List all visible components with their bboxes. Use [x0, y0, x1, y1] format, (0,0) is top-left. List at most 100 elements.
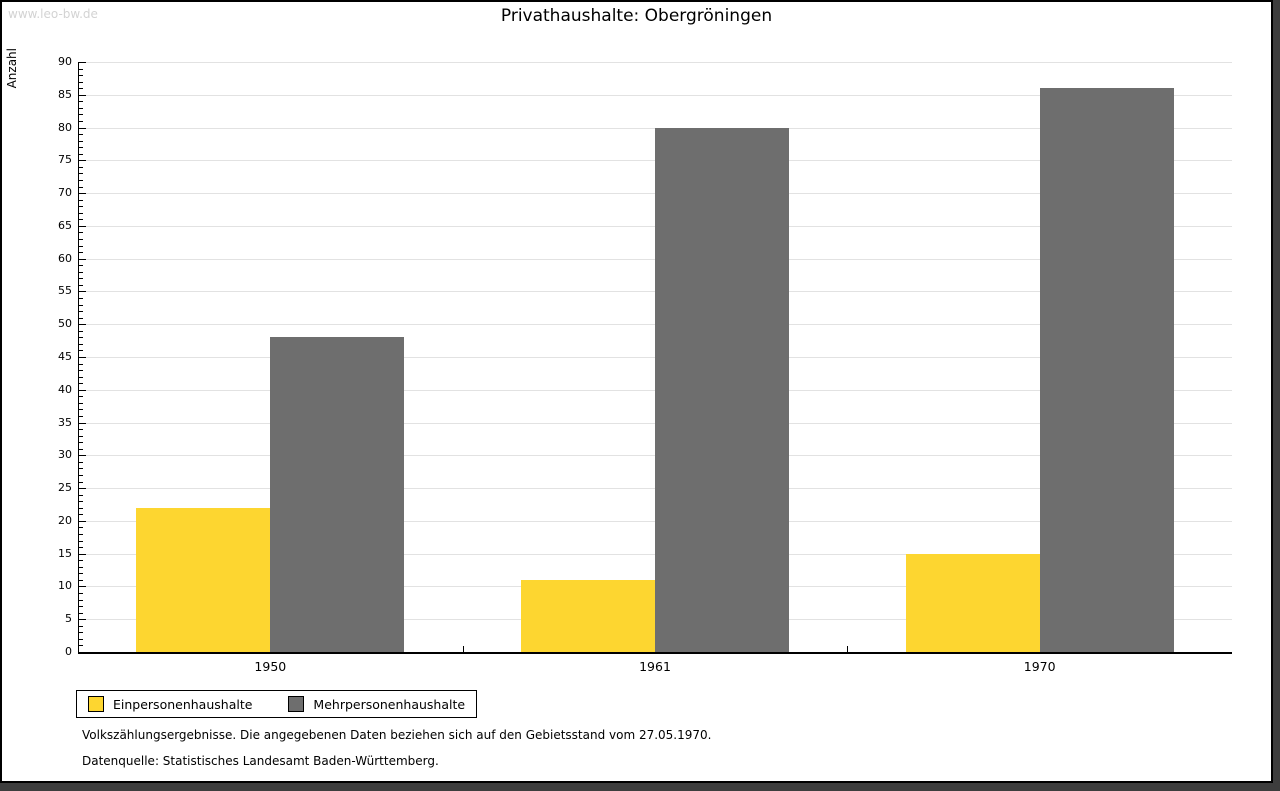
y-tick	[79, 330, 83, 332]
y-tick-label: 60	[58, 251, 72, 265]
y-tick	[79, 429, 83, 431]
y-tick	[79, 625, 83, 627]
y-tick	[79, 173, 83, 175]
y-tick	[79, 612, 83, 614]
y-tick	[79, 638, 83, 640]
y-tick	[79, 62, 86, 63]
y-tick	[79, 252, 83, 254]
y-tick	[79, 599, 83, 601]
y-tick	[79, 547, 83, 549]
y-tick-label: 15	[58, 546, 72, 560]
legend-swatch-mehrpersonenhaushalte	[288, 696, 305, 712]
y-tick	[79, 166, 83, 168]
y-tick	[79, 147, 83, 149]
y-tick	[79, 206, 83, 208]
plot-area: 0 5 10 15 20 25 30 35 40 45 50 55 60 65 70 75 80 85 90 1950…	[58, 55, 1232, 674]
watermark: www.leo-bw.de	[8, 7, 98, 21]
y-tick	[79, 579, 83, 581]
y-tick	[79, 219, 83, 221]
bar-1950-mehrpersonenhaushalte	[270, 337, 405, 652]
y-tick	[79, 475, 83, 476]
y-tick	[79, 461, 83, 463]
y-tick	[79, 265, 83, 267]
y-tick	[79, 481, 83, 483]
y-tick	[79, 409, 83, 411]
y-tick	[79, 317, 83, 319]
y-tick	[79, 560, 83, 562]
y-tick	[79, 271, 83, 273]
y-tick-label: 35	[58, 415, 72, 429]
y-tick	[79, 107, 83, 109]
y-tick	[79, 514, 83, 516]
y-axis-title: Anzahl	[5, 48, 19, 89]
y-tick	[79, 68, 83, 70]
bar-1970-mehrpersonenhaushalte	[1039, 88, 1174, 652]
y-tick	[79, 389, 86, 391]
legend-swatch-einpersonenhaushalte	[88, 696, 104, 712]
y-tick	[79, 534, 83, 535]
y-tick	[79, 75, 83, 77]
y-tick-label: 65	[58, 218, 72, 232]
x-category-label: 1950	[254, 659, 287, 674]
y-tick	[79, 88, 83, 90]
bar-1950-einpersonenhaushalte	[136, 507, 271, 652]
y-tick	[79, 540, 83, 542]
y-tick	[79, 81, 83, 83]
y-tick	[79, 553, 86, 555]
y-tick	[79, 455, 86, 457]
y-tick-label: 10	[58, 579, 72, 593]
y-tick	[79, 140, 83, 142]
y-tick	[79, 343, 83, 345]
y-tick-label: 85	[58, 87, 72, 101]
y-tick	[79, 573, 83, 575]
y-tick	[79, 298, 83, 299]
x-boundary-tick	[462, 646, 464, 652]
x-category-label: 1970	[1023, 659, 1056, 674]
y-tick	[79, 383, 83, 385]
y-tick	[79, 239, 83, 240]
legend: Einpersonenhaushalte Mehrpersonenhaushal…	[76, 690, 478, 718]
y-tick	[79, 304, 83, 306]
y-tick	[79, 520, 86, 522]
y-tick	[79, 363, 83, 365]
y-tick	[79, 127, 86, 129]
y-tick	[79, 278, 83, 280]
y-tick-label: 20	[58, 513, 72, 527]
y-tick	[79, 291, 86, 293]
gridline	[79, 94, 1232, 96]
y-tick	[79, 435, 83, 437]
y-tick	[79, 199, 83, 201]
y-tick	[79, 376, 83, 378]
y-tick	[79, 311, 83, 313]
y-tick	[79, 645, 83, 647]
y-tick	[79, 121, 83, 122]
y-tick	[79, 284, 83, 286]
y-tick	[79, 324, 86, 326]
y-tick	[79, 632, 83, 634]
data-source: Datenquelle: Statistisches Landesamt Bad…	[82, 754, 439, 768]
y-tick-label: 80	[58, 120, 72, 134]
y-tick	[79, 186, 83, 188]
y-tick-label: 40	[58, 382, 72, 396]
y-tick	[79, 501, 83, 503]
y-tick-label: 30	[58, 448, 72, 462]
y-tick	[79, 180, 83, 181]
y-tick	[79, 212, 83, 214]
y-tick-label: 50	[58, 317, 72, 331]
y-tick-label: 25	[58, 481, 72, 495]
y-tick	[79, 416, 83, 417]
y-tick	[79, 134, 83, 136]
y-tick-label: 45	[58, 350, 72, 363]
y-tick	[79, 225, 86, 227]
y-tick	[79, 337, 83, 339]
legend-label-einpersonenhaushalte: Einpersonenhaushalte	[113, 696, 253, 712]
legend-label-mehrpersonenhaushalte: Mehrpersonenhaushalte	[313, 696, 466, 712]
y-tick-label: 5	[65, 612, 72, 626]
y-tick-label: 75	[58, 153, 72, 167]
x-boundary-tick	[847, 646, 849, 652]
y-tick	[79, 153, 83, 155]
x-axis-line	[78, 652, 1232, 654]
y-tick	[79, 101, 83, 103]
y-tick	[79, 160, 86, 162]
